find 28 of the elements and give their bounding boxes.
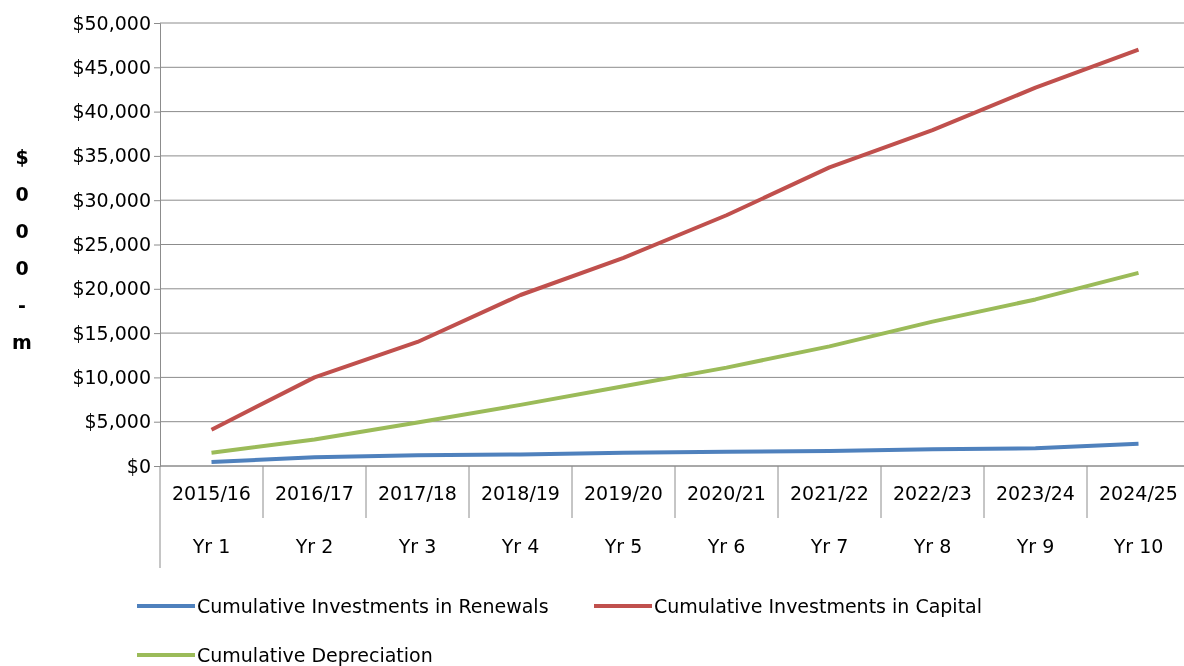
legend-label: Cumulative Investments in Capital [654, 595, 983, 617]
category-label: 2018/19 Yr 4 [481, 482, 560, 557]
y-tick-label: $50,000 [72, 11, 151, 34]
y-tick-label: $30,000 [72, 188, 151, 211]
legend-label: Cumulative Depreciation [197, 644, 433, 666]
category-label: 2019/20 Yr 5 [584, 482, 663, 557]
y-tick-label: $15,000 [72, 321, 151, 344]
category-label: 2021/22 Yr 7 [790, 482, 869, 557]
y-tick-label: $25,000 [72, 233, 151, 256]
y-tick-label: $20,000 [72, 277, 151, 300]
category-label: 2024/25 Yr 10 [1099, 482, 1178, 557]
y-tick-label: $45,000 [72, 55, 151, 78]
y-tick-label: $40,000 [72, 100, 151, 123]
y-tick-label: $0 [126, 454, 151, 477]
line-series [209, 441, 1141, 465]
y-tick-label: $5,000 [84, 410, 151, 433]
category-label: 2017/18 Yr 3 [378, 482, 457, 557]
y-tick-label: $35,000 [72, 144, 151, 167]
y-tick-label: $10,000 [72, 365, 151, 388]
legend-label: Cumulative Investments in Renewals [197, 595, 549, 617]
line-series [209, 47, 1141, 432]
line-series [209, 270, 1141, 455]
category-label: 2020/21 Yr 6 [687, 482, 766, 557]
category-label: 2022/23 Yr 8 [893, 482, 972, 557]
y-axis-title: $000-m [12, 146, 32, 353]
category-label: 2015/16 Yr 1 [172, 482, 251, 557]
category-label: 2023/24 Yr 9 [996, 482, 1075, 557]
category-label: 2016/17 Yr 2 [275, 482, 354, 557]
